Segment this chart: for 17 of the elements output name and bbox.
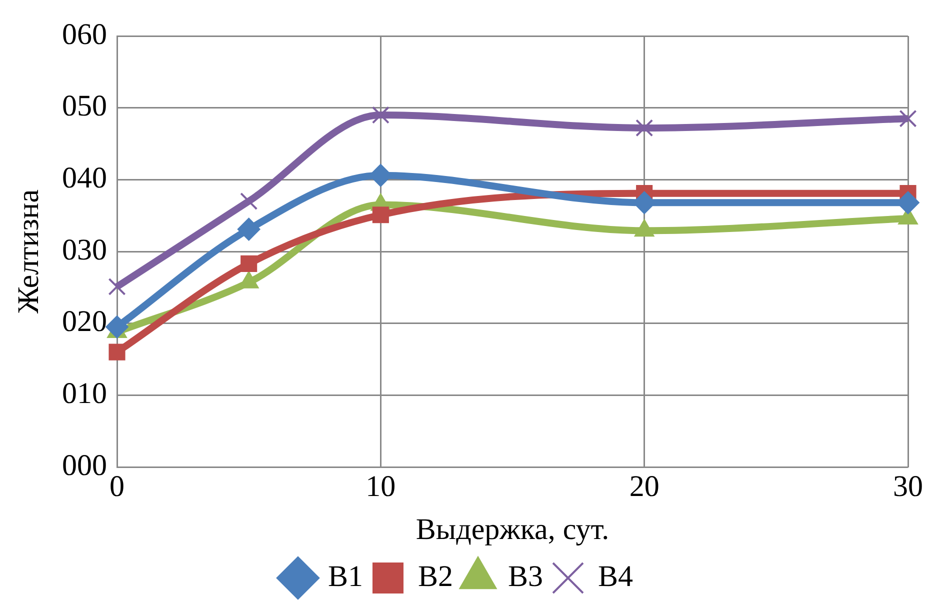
legend-label: B1 [328,560,363,593]
y-tick-label: 050 [62,90,107,123]
y-tick-label: 000 [62,448,107,482]
y-tick-label: 040 [62,162,107,195]
legend-label: B4 [598,560,634,593]
x-tick-label: 0 [110,470,124,503]
y-axis-title: Желтизна [12,189,45,314]
y-tick-label: 020 [62,305,107,338]
x-tick-label: 30 [893,470,923,503]
y-tick-label: 030 [62,233,107,266]
x-axis-title: Выдержка, сут. [416,512,610,546]
legend-label: B2 [418,560,454,593]
legend-label: B3 [508,560,544,593]
x-tick-label: 20 [629,470,660,503]
y-tick-label: 010 [62,377,107,410]
x-tick-label: 10 [366,470,396,503]
y-tick-label: 060 [62,18,107,51]
